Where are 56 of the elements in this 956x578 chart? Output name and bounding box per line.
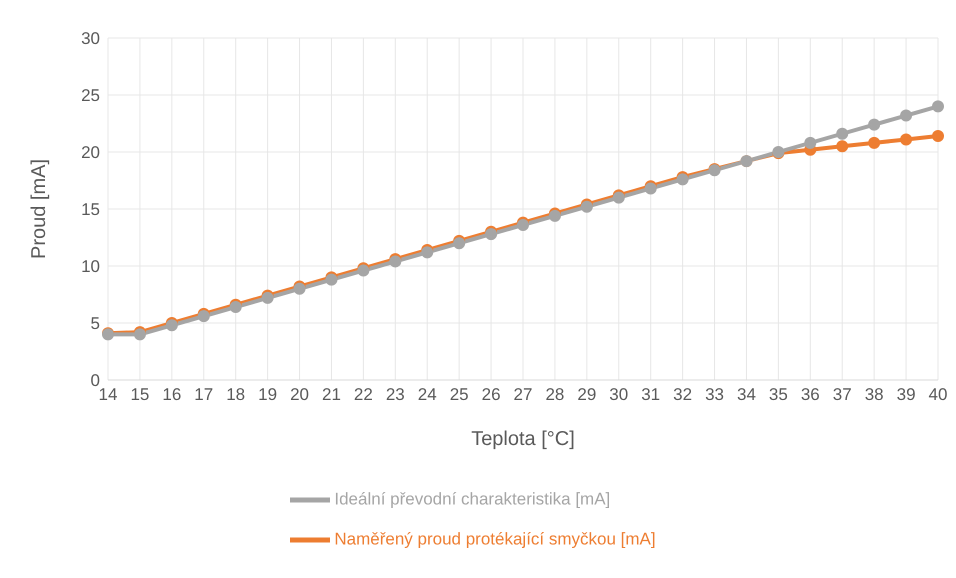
x-tick-label: 32 xyxy=(673,385,692,404)
point xyxy=(230,301,242,314)
point xyxy=(900,133,912,146)
y-tick-label: 25 xyxy=(81,86,100,106)
point xyxy=(485,228,498,240)
point xyxy=(198,310,210,322)
y-tick-label: 15 xyxy=(81,200,100,220)
y-tick-label: 10 xyxy=(81,257,100,276)
point xyxy=(357,264,370,277)
point xyxy=(900,110,912,122)
point xyxy=(804,136,816,149)
x-tick-label: 21 xyxy=(322,385,341,404)
point xyxy=(453,237,466,250)
point xyxy=(932,130,944,142)
x-tick-label: 22 xyxy=(354,385,373,404)
point xyxy=(612,192,625,204)
x-tick-label: 16 xyxy=(162,385,182,404)
y-axis-title: Proud [mA] xyxy=(28,158,50,260)
x-tick-label: 23 xyxy=(386,385,405,404)
point xyxy=(580,200,593,213)
x-tick-label: 25 xyxy=(450,385,469,404)
y-tick-label: 0 xyxy=(90,371,100,390)
x-tick-label: 39 xyxy=(896,385,916,404)
y-tick-label: 20 xyxy=(81,143,100,162)
x-tick-label: 24 xyxy=(418,385,437,404)
legend-label: Ideální převodní charakteristika [mA] xyxy=(334,489,610,508)
x-tick-label: 17 xyxy=(194,385,214,404)
x-axis-title: Teplota [°C] xyxy=(471,428,575,450)
x-tick-label: 19 xyxy=(258,385,278,404)
point xyxy=(836,140,848,152)
point xyxy=(836,128,848,140)
x-tick-label: 29 xyxy=(577,385,596,404)
point xyxy=(166,319,178,332)
y-tick-label: 5 xyxy=(90,314,100,334)
point xyxy=(932,100,944,112)
x-tick-label: 31 xyxy=(641,385,660,404)
point xyxy=(868,118,880,131)
x-tick-label: 38 xyxy=(864,385,884,404)
y-tick-label: 30 xyxy=(81,29,100,48)
x-tick-label: 18 xyxy=(226,385,246,404)
point xyxy=(325,274,338,286)
x-tick-label: 34 xyxy=(737,385,756,404)
x-tick-label: 15 xyxy=(130,385,150,404)
x-tick-label: 26 xyxy=(482,385,501,404)
x-tick-label: 28 xyxy=(545,385,564,404)
x-tick-label: 37 xyxy=(832,385,852,404)
x-tick-label: 35 xyxy=(768,385,788,404)
x-tick-label: 40 xyxy=(928,385,948,404)
x-tick-label: 20 xyxy=(290,385,309,404)
x-tick-label: 14 xyxy=(98,385,118,404)
x-tick-label: 27 xyxy=(514,385,532,404)
x-tick-label: 36 xyxy=(800,385,820,404)
point xyxy=(868,136,880,149)
legend-label: Naměřený proud protékající smyčkou [mA] xyxy=(334,529,656,548)
x-tick-label: 33 xyxy=(705,385,724,404)
x-tick-label: 30 xyxy=(609,385,628,404)
